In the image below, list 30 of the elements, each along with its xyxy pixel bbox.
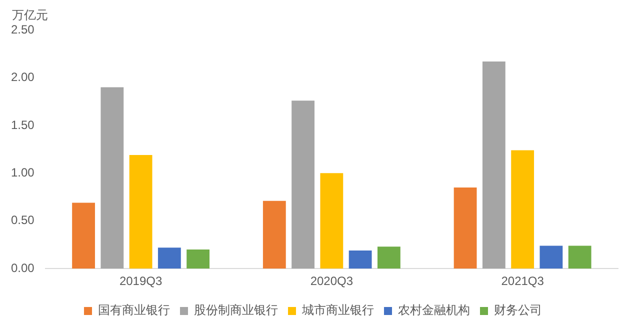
bar <box>511 150 534 269</box>
y-axis-title: 万亿元 <box>12 8 48 22</box>
bar <box>100 87 124 269</box>
bar <box>158 248 181 269</box>
bar <box>320 173 344 269</box>
y-tick-label: 2.00 <box>10 70 35 84</box>
x-tick-label: 2020Q3 <box>310 274 354 288</box>
bar <box>186 250 210 269</box>
bar <box>568 246 592 269</box>
bar <box>540 246 563 269</box>
legend-label: 农村金融机构 <box>398 303 470 318</box>
bar <box>262 200 286 269</box>
legend-label: 股份制商业银行 <box>194 303 278 318</box>
bar <box>72 202 95 269</box>
y-tick-label: 0.00 <box>10 260 35 275</box>
y-tick-label: 2.50 <box>10 22 35 36</box>
y-tick-label: 1.50 <box>10 118 35 132</box>
bar <box>348 250 372 269</box>
y-tick-label: 0.50 <box>10 213 35 228</box>
bar <box>377 246 400 269</box>
y-tick-label: 1.00 <box>10 165 35 180</box>
x-tick-label: 2021Q3 <box>501 274 544 288</box>
legend-label: 财务公司 <box>494 303 542 318</box>
x-tick-label: 2019Q3 <box>119 274 162 288</box>
bar <box>482 61 506 269</box>
bar <box>292 100 314 269</box>
bar <box>454 187 477 269</box>
legend-label: 城市商业银行 <box>301 303 374 318</box>
bar <box>129 155 152 269</box>
legend-label: 国有商业银行 <box>98 303 170 318</box>
